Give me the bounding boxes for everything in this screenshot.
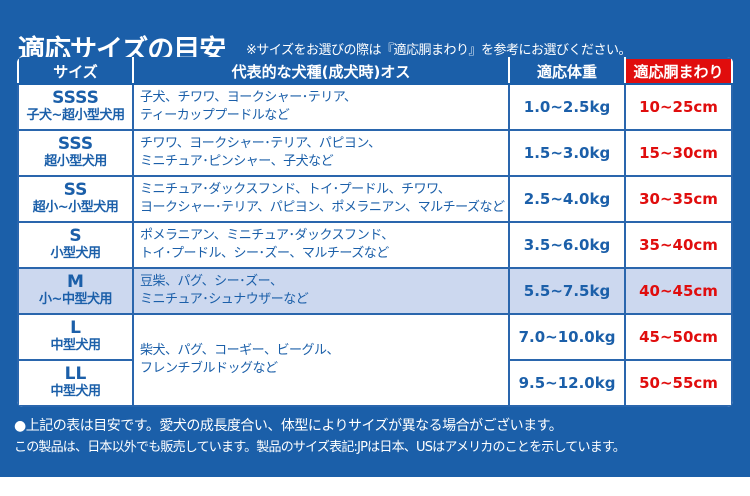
breeds-cell-merged: 柴犬、パグ、コーギー、ビーグル、 フレンチブルドッグなど	[132, 313, 510, 407]
size-label: 小型犬用	[50, 246, 101, 261]
size-code: SSSS	[52, 88, 99, 108]
size-code: LL	[64, 364, 87, 384]
size-label: 中型犬用	[50, 384, 101, 399]
breeds-cell: 子犬、チワワ、ヨークシャー･テリア、 ティーカッププードルなど	[132, 83, 510, 131]
table-row: SSS 超小型犬用 チワワ、ヨークシャー･テリア、パピヨン、 ミニチュア･ピンシャー…	[17, 129, 733, 177]
note-disclaimer: ●上記の表は目安です。愛犬の成長度合い、体型によりサイズが異なる場合がございます…	[14, 418, 563, 434]
header-weight: 適応体重	[508, 57, 626, 85]
girth-cell: 50~55cm	[624, 359, 733, 407]
breeds-line: ヨークシャー･テリア、パピヨン、ポメラニアン、マルチーズなど	[140, 200, 505, 215]
girth-cell: 15~30cm	[624, 129, 733, 177]
weight-cell: 3.5~6.0kg	[508, 221, 626, 269]
table-row-highlighted: M 小~中型犬用 豆柴、パグ、シー･ズー、ミニチュア･シュナウザーなど 5.5~7…	[17, 267, 733, 315]
breeds-line: ティーカッププードルなど	[140, 108, 290, 123]
size-cell: M 小~中型犬用	[17, 267, 134, 315]
breeds-cell: チワワ、ヨークシャー･テリア、パピヨン、 ミニチュア･ピンシャー、子犬など	[132, 129, 510, 177]
weight-cell: 5.5~7.5kg	[508, 267, 626, 315]
size-cell: LL 中型犬用	[17, 359, 134, 407]
size-code: SSS	[57, 134, 94, 154]
girth-cell: 10~25cm	[624, 83, 733, 131]
size-label: 子犬~超小型犬用	[26, 108, 125, 123]
size-label: 中型犬用	[50, 338, 101, 353]
size-cell: S 小型犬用	[17, 221, 134, 269]
breeds-line: ミニチュア･シュナウザーなど	[140, 292, 309, 307]
breeds-line: ミニチュア･ダックスフンド、トイ･プードル、チワワ、	[140, 182, 451, 197]
header-breeds: 代表的な犬種(成犬時)オス	[132, 57, 510, 85]
size-cell: L 中型犬用	[17, 313, 134, 361]
breeds-line: フレンチブルドッグなど	[140, 361, 278, 376]
girth-cell: 45~50cm	[624, 313, 733, 361]
breeds-line: 豆柴、パグ、シー･ズー、	[140, 274, 283, 289]
breeds-cell: 豆柴、パグ、シー･ズー、ミニチュア･シュナウザーなど	[132, 267, 510, 315]
size-code: M	[67, 272, 84, 292]
size-label: 超小~小型犬用	[32, 200, 119, 215]
weight-cell: 2.5~4.0kg	[508, 175, 626, 223]
page-subtitle: ※サイズをお選びの際は『適応胴まわり』を参考にお選びください。	[246, 43, 632, 58]
table-row: SSSS 子犬~超小型犬用 子犬、チワワ、ヨークシャー･テリア、 ティーカッププード…	[17, 83, 733, 131]
weight-cell: 1.5~3.0kg	[508, 129, 626, 177]
table-row: S 小型犬用 ポメラニアン、ミニチュア･ダックスフンド、 トイ･プードル、シー･ズー…	[17, 221, 733, 269]
header-girth: 適応胴まわり	[624, 57, 733, 85]
breeds-line: ポメラニアン、ミニチュア･ダックスフンド、	[140, 228, 394, 243]
weight-cell: 1.0~2.5kg	[508, 83, 626, 131]
girth-cell: 40~45cm	[624, 267, 733, 315]
table-row: L 中型犬用 柴犬、パグ、コーギー、ビーグル、 フレンチブルドッグなど 7.0~10…	[17, 313, 733, 407]
breeds-line: 柴犬、パグ、コーギー、ビーグル、	[140, 343, 339, 358]
note-size-notation: この製品は、日本以外でも販売しています。製品のサイズ表記:JPは日本、USはアメ…	[14, 440, 626, 455]
breeds-line: チワワ、ヨークシャー･テリア、パピヨン、	[140, 136, 381, 151]
table-header-row: サイズ 代表的な犬種(成犬時)オス 適応体重 適応胴まわり	[17, 57, 733, 85]
table-row: LL 中型犬用 9.5~12.0kg 50~55cm	[17, 359, 733, 407]
girth-cell: 30~35cm	[624, 175, 733, 223]
size-code: SS	[63, 180, 88, 200]
breeds-cell: ポメラニアン、ミニチュア･ダックスフンド、 トイ･プードル、シー･ズー、マルチーズ…	[132, 221, 510, 269]
weight-cell: 7.0~10.0kg	[508, 313, 626, 361]
size-code: L	[70, 318, 81, 338]
table-row: SS 超小~小型犬用 ミニチュア･ダックスフンド、トイ･プードル、チワワ、ヨークシ…	[17, 175, 733, 223]
size-label: 小~中型犬用	[39, 292, 112, 307]
size-label: 超小型犬用	[44, 154, 107, 169]
breeds-cell: ミニチュア･ダックスフンド、トイ･プードル、チワワ、ヨークシャー･テリア、パピヨ…	[132, 175, 510, 223]
header-size: サイズ	[17, 57, 134, 85]
size-cell: SSSS 子犬~超小型犬用	[17, 83, 134, 131]
size-table: サイズ 代表的な犬種(成犬時)オス 適応体重 適応胴まわり SSSS 子犬~超小型…	[17, 57, 733, 407]
breeds-line: ミニチュア･ピンシャー、子犬など	[140, 154, 334, 169]
size-cell: SSS 超小型犬用	[17, 129, 134, 177]
size-code: S	[69, 226, 82, 246]
size-cell: SS 超小~小型犬用	[17, 175, 134, 223]
breeds-line: トイ･プードル、シー･ズー、マルチーズなど	[140, 246, 389, 261]
weight-cell: 9.5~12.0kg	[508, 359, 626, 407]
breeds-line: 子犬、チワワ、ヨークシャー･テリア、	[140, 90, 357, 105]
girth-cell: 35~40cm	[624, 221, 733, 269]
